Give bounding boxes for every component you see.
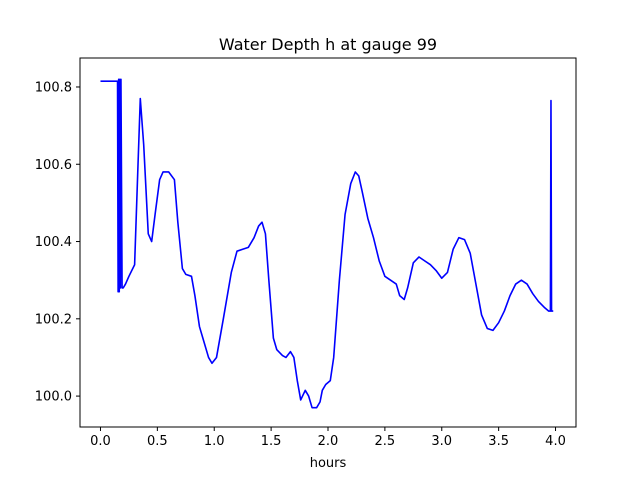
x-tick-label: 2.0 <box>318 434 339 449</box>
x-axis-ticks: 0.0 0.5 1.0 1.5 2.0 2.5 3.0 3.5 4.0 <box>90 427 566 449</box>
x-tick-label: 0.5 <box>147 434 168 449</box>
y-tick-label: 100.8 <box>35 80 72 95</box>
y-tick-label: 100.2 <box>35 312 72 327</box>
x-axis-label: hours <box>310 456 347 471</box>
x-tick-label: 3.5 <box>488 434 509 449</box>
y-axis-ticks: 100.0 100.2 100.4 100.6 100.8 <box>35 80 80 405</box>
y-tick-label: 100.4 <box>35 235 72 250</box>
x-tick-label: 2.5 <box>375 434 396 449</box>
series-layer <box>100 78 554 409</box>
x-tick-label: 4.0 <box>545 434 566 449</box>
chart-title: Water Depth h at gauge 99 <box>219 35 437 54</box>
x-tick-label: 1.5 <box>261 434 282 449</box>
y-tick-label: 100.6 <box>35 158 72 173</box>
series-line-1 <box>100 78 554 409</box>
y-tick-label: 100.0 <box>35 390 72 405</box>
x-tick-label: 1.0 <box>204 434 225 449</box>
x-tick-label: 0.0 <box>90 434 111 449</box>
x-tick-label: 3.0 <box>431 434 452 449</box>
